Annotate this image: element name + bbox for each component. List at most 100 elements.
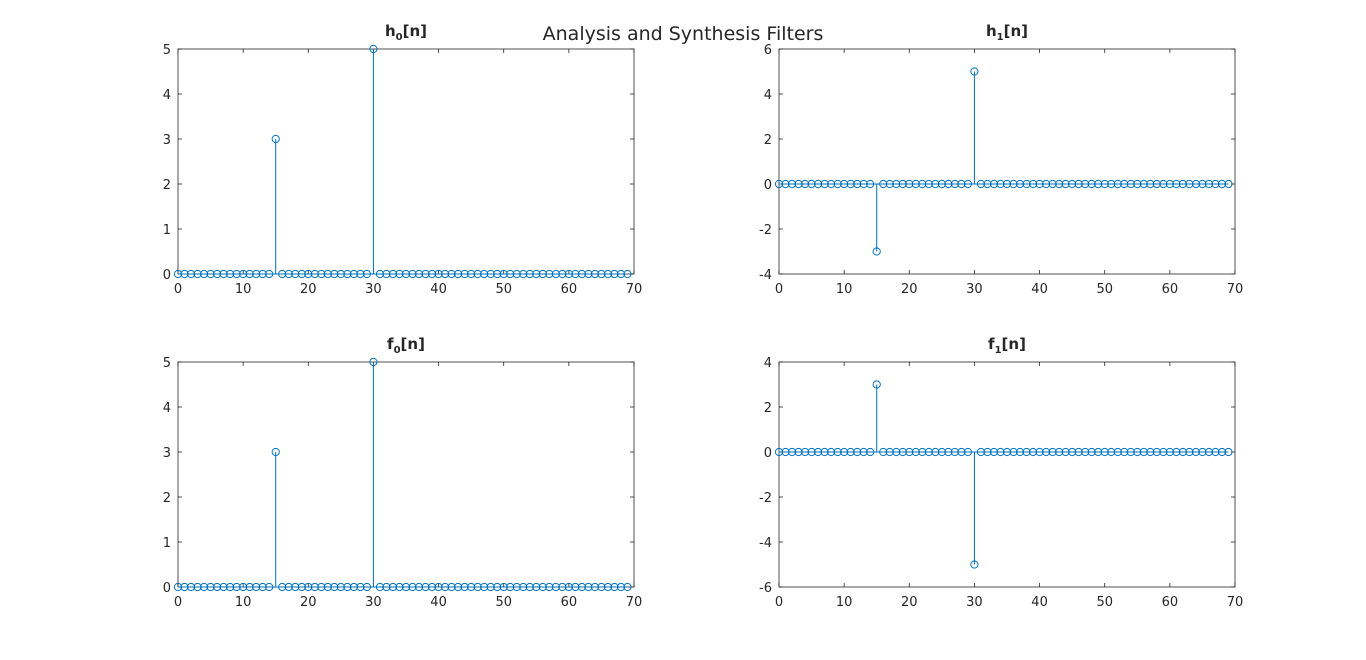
- subplot-f0-title-rest: [n]: [401, 335, 425, 353]
- subplot-h0-stem-marker: [512, 269, 521, 279]
- subplot-h0-stem-marker: [278, 269, 287, 279]
- subplot-f0-stem-marker: [473, 582, 482, 592]
- subplot-h0-stem-marker: [388, 269, 398, 279]
- subplot-h0-axes-box: [177, 48, 635, 275]
- subplot-f1-stem-marker: [800, 447, 810, 457]
- subplot-h1-y-tick-label: 6: [764, 43, 772, 58]
- subplot-f1-title-subscript: 1: [995, 345, 1002, 356]
- subplot-f1-y-tick-label: -6: [759, 581, 772, 596]
- subplot-h0-stem-marker: [356, 269, 365, 279]
- subplot-h0-stem-marker: [460, 269, 469, 279]
- subplot-f1-stem-marker: [1068, 447, 1077, 457]
- subplot-f1-stem-marker: [963, 447, 973, 457]
- subplot-f1-stem-marker: [1081, 447, 1090, 457]
- subplot-f0-stem-marker: [382, 582, 391, 592]
- subplot-h0-stem-marker: [545, 269, 554, 279]
- subplot-f0-stem-marker: [460, 582, 469, 592]
- subplot-h0-y-tick-label: 4: [163, 88, 171, 103]
- subplot-h0-stem-marker: [408, 269, 417, 279]
- subplot-h0-stem-marker: [226, 269, 235, 279]
- subplot-h0-stem-marker: [538, 269, 547, 279]
- subplot-h1-y-tick-label: 2: [764, 133, 772, 148]
- subplot-f1-stem-marker: [1074, 447, 1083, 457]
- subplot-f1-stem-marker: [918, 447, 927, 457]
- subplot-f0-stem-marker: [239, 582, 248, 592]
- subplot-f0-x-tick-label: 10: [235, 595, 252, 610]
- subplot-f1-axes-box: [778, 361, 1236, 588]
- subplot-f1-title: f1[n]: [988, 335, 1026, 356]
- subplot-h0-stem-marker: [310, 269, 319, 279]
- subplot-h1-stem-marker: [1191, 179, 1201, 189]
- subplot-f0-stem-marker: [395, 582, 404, 592]
- subplot-f0-stem-marker: [206, 582, 215, 592]
- subplot-h1-y-tick-label: 0: [764, 178, 772, 193]
- subplot-h0-stem-marker: [414, 269, 424, 279]
- subplot-h1-stem-marker: [1087, 179, 1096, 189]
- subplot-h1-stem-marker: [1055, 179, 1064, 189]
- subplot-h1-stem-marker: [1022, 179, 1031, 189]
- subplot-h1-stem-marker: [840, 179, 849, 189]
- subplot-h1-stem-marker: [1185, 179, 1194, 189]
- subplot-f1-stem-marker: [1002, 447, 1012, 457]
- subplot-f0-stem-marker: [362, 582, 372, 592]
- subplot-h0-x-tick-label: 40: [430, 282, 447, 297]
- subplot-h1-stem-marker: [833, 179, 842, 189]
- subplot-h0-y-tick-label: 2: [163, 178, 171, 193]
- subplot-f0-stem-marker: [232, 582, 241, 592]
- subplot-h0-x-tick-label: 10: [235, 282, 252, 297]
- subplot-f1-stem-marker: [866, 447, 875, 457]
- subplot-h1-stem-marker: [1165, 179, 1174, 189]
- subplot-f1-stem-marker: [1152, 447, 1161, 457]
- subplot-f0-stem-marker: [480, 582, 489, 592]
- subplot-f0-stem-marker: [193, 582, 202, 592]
- subplot-f1-stem-marker: [787, 447, 797, 457]
- subplot-h1-stem-marker: [931, 179, 940, 189]
- figure-title: Analysis and Synthesis Filters: [543, 23, 824, 45]
- subplot-h0-stem-marker: [199, 269, 209, 279]
- subplot-h1-stem-marker: [1159, 179, 1168, 189]
- subplot-f0-stem-marker: [486, 582, 495, 592]
- subplot-h1-title: h1[n]: [986, 22, 1028, 43]
- subplot-f0-stem-marker: [558, 582, 567, 592]
- subplot-f1-stem-marker: [859, 447, 868, 457]
- subplot-h1-stem-marker: [807, 179, 816, 189]
- subplot-f1-y-tick-label: -4: [759, 536, 772, 551]
- subplot-h0-stem-marker: [603, 269, 613, 279]
- subplot-h1-stem-marker: [1178, 179, 1187, 189]
- subplot-f1-title-rest: [n]: [1002, 335, 1026, 353]
- subplot-f0-stem-marker: [525, 582, 534, 592]
- subplot-f0-stem-marker: [538, 582, 547, 592]
- subplot-f0-stem-marker: [493, 582, 502, 592]
- subplot-f0-stem-marker: [310, 582, 319, 592]
- subplot-f0-stem-marker: [291, 582, 300, 592]
- subplot-h1-y-tick-label: -4: [759, 268, 772, 283]
- subplot-f0-stem-marker: [388, 582, 398, 592]
- subplot-h1-stem-marker: [1100, 179, 1109, 189]
- subplot-f0-stem-marker: [356, 582, 365, 592]
- subplot-f1-stem-marker: [970, 560, 979, 569]
- subplot-h1-stem-marker: [1126, 179, 1135, 189]
- subplot-f1-y-tick-label: -2: [759, 491, 772, 506]
- subplot-f0-stem-marker: [252, 582, 261, 592]
- subplot-h1-stem-marker: [1198, 179, 1207, 189]
- subplot-h0-stem-marker: [486, 269, 495, 279]
- subplot-f0-stem-marker: [427, 582, 437, 592]
- subplot-h0-stem-marker: [297, 269, 306, 279]
- subplot-f1-stem-marker: [872, 380, 881, 389]
- subplot-f0-stem-marker: [180, 582, 189, 592]
- subplot-h0-stem-marker: [271, 134, 280, 144]
- subplot-f1-stem-marker: [1035, 447, 1044, 457]
- subplot-h0-stem-marker: [212, 269, 222, 279]
- subplot-h0-stem-marker: [519, 269, 528, 279]
- subplot-f0-y-tick-label: 3: [163, 446, 171, 461]
- subplot-h1-stem-marker: [879, 179, 888, 189]
- subplot-h1-stem-marker: [1094, 179, 1103, 189]
- subplot-h1-x-tick-label: 30: [966, 282, 983, 297]
- subplot-h0-stem-marker: [239, 269, 248, 279]
- subplot-f0-stem-marker: [226, 582, 235, 592]
- subplot-h0-title: h0[n]: [385, 22, 427, 43]
- subplot-f0-title-subscript: 0: [394, 345, 401, 356]
- subplot-h1-stem-marker: [950, 179, 959, 189]
- subplot-h0-stem-marker: [427, 269, 437, 279]
